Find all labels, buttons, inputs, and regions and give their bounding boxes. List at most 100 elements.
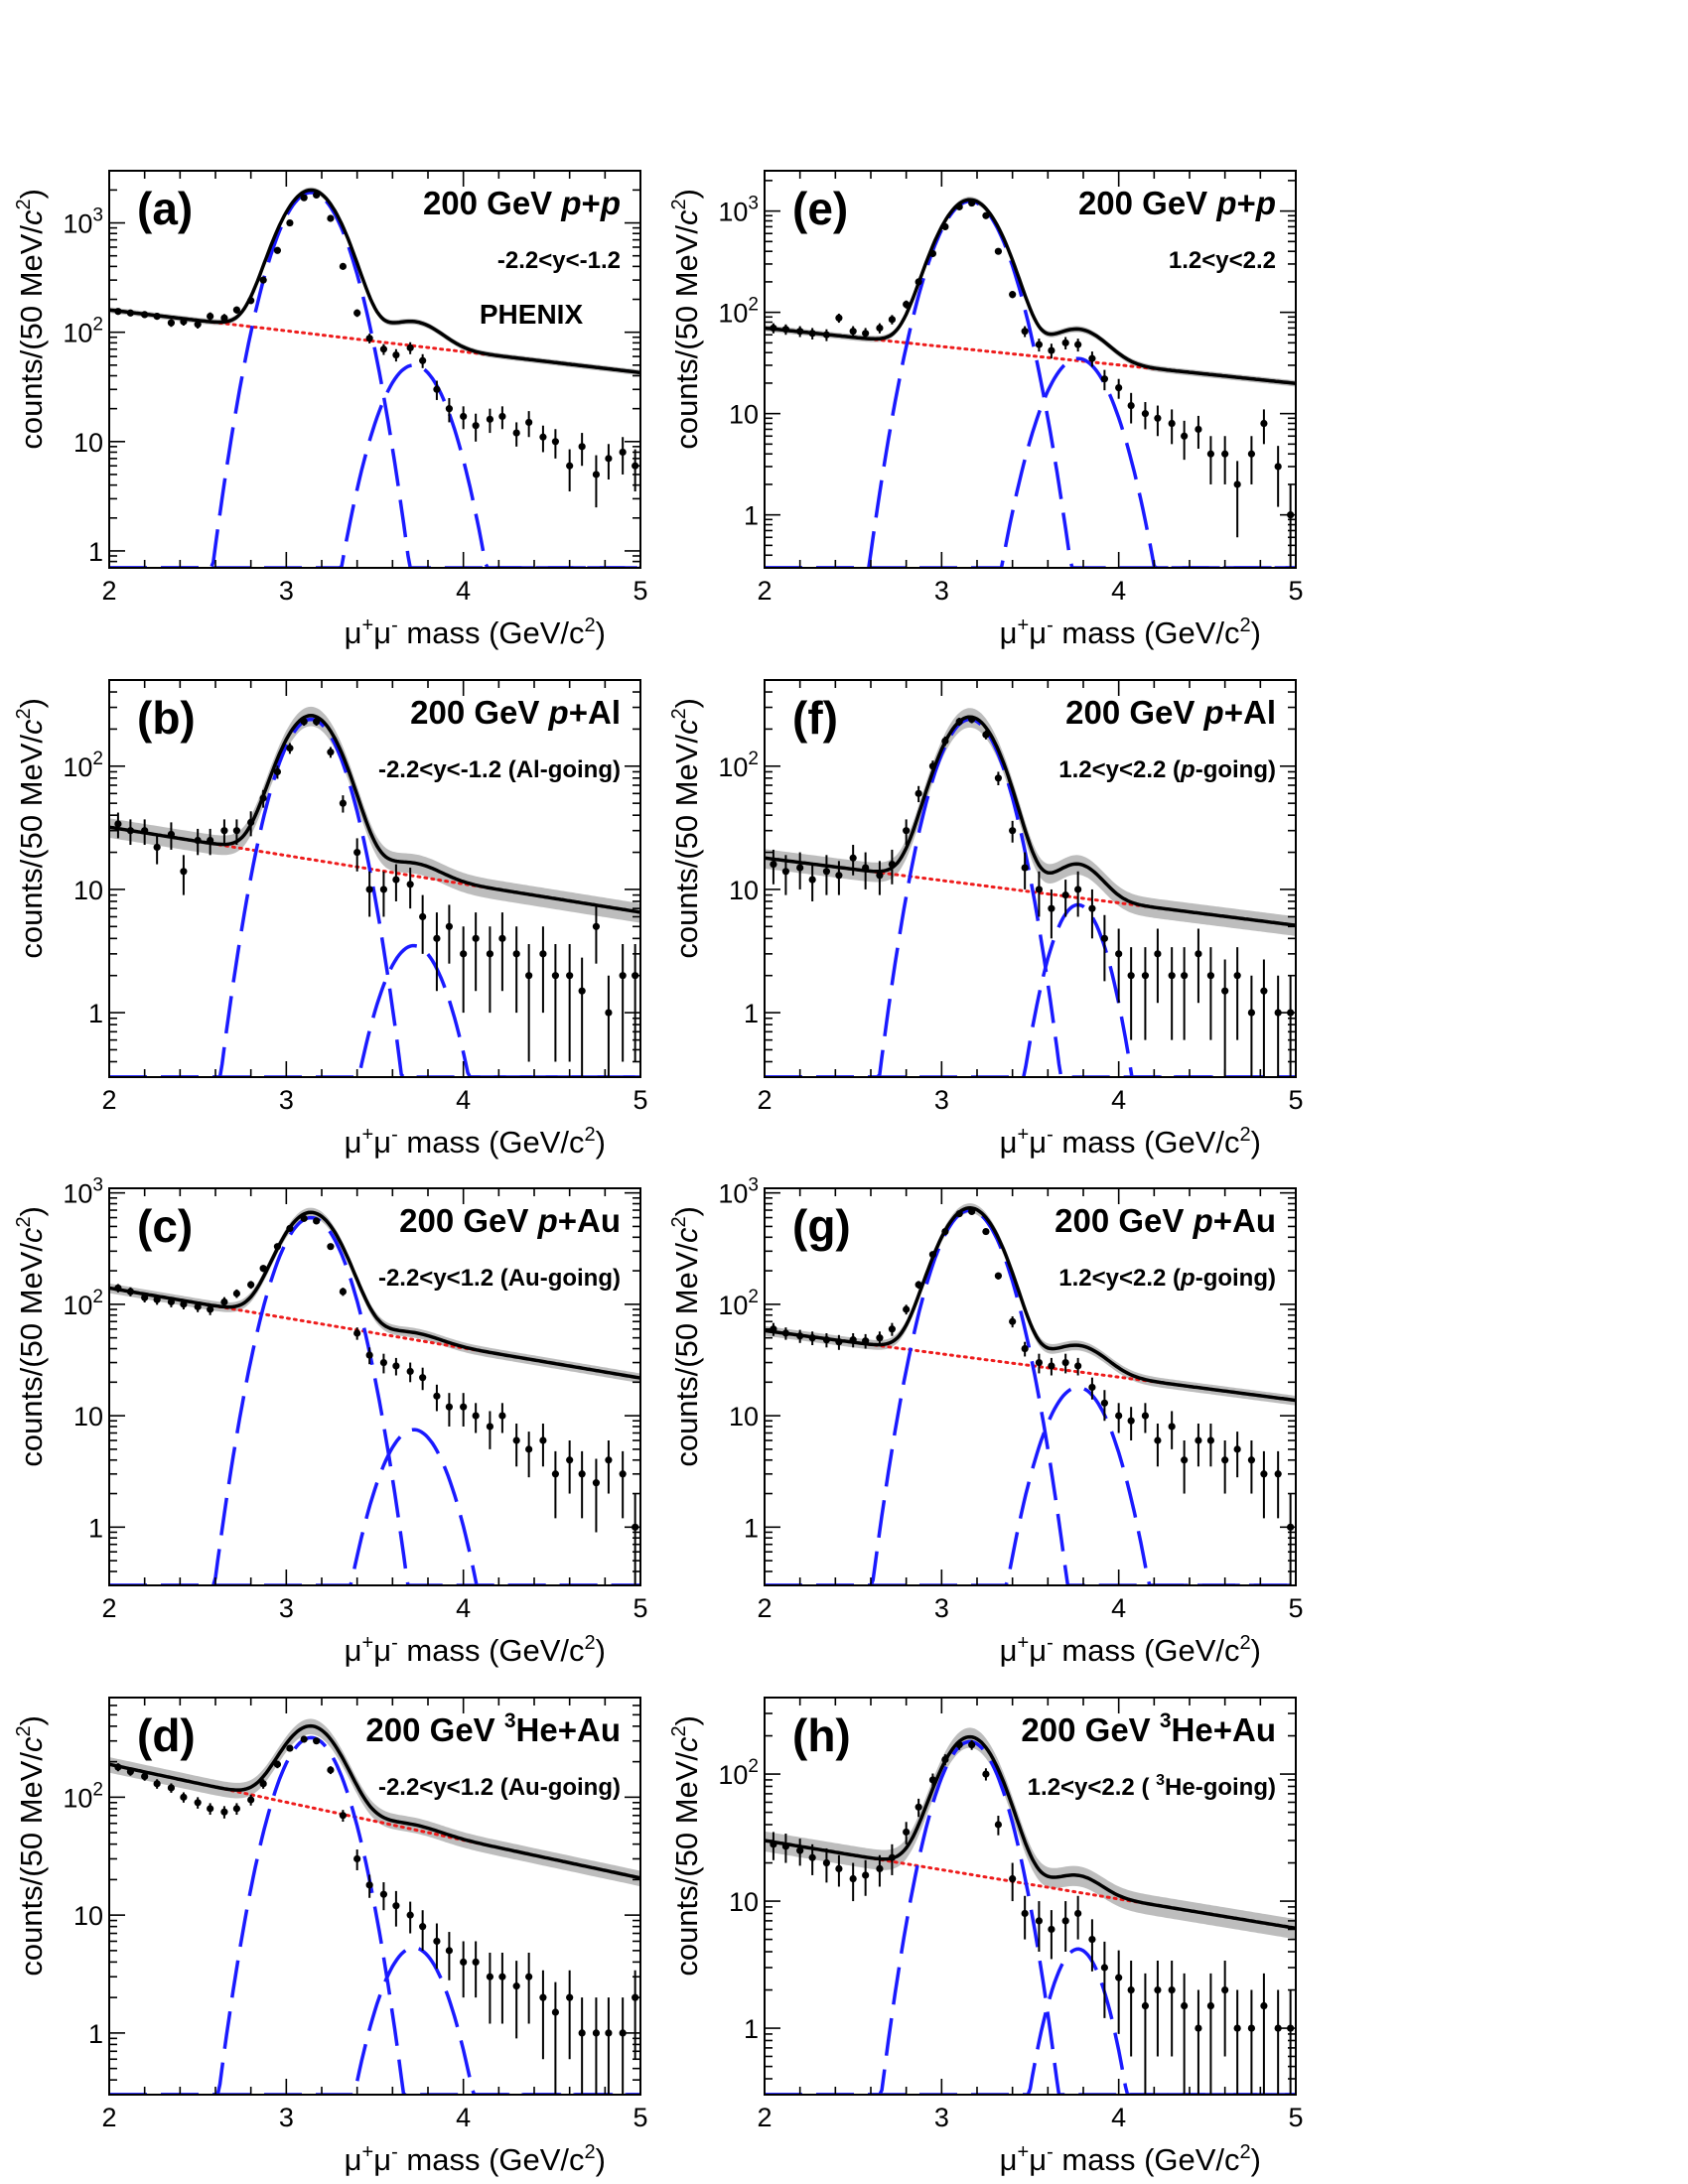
panel-label: (c) <box>137 1200 193 1252</box>
data-point <box>153 1780 161 1788</box>
data-point <box>1021 328 1029 336</box>
data-point <box>207 1305 214 1313</box>
data-point <box>781 326 790 334</box>
data-point <box>566 1456 574 1464</box>
data-point <box>339 262 347 270</box>
data-point <box>592 922 601 930</box>
data-point <box>770 860 777 869</box>
data-point <box>1195 1436 1202 1444</box>
x-tick-label: 5 <box>1288 1593 1303 1623</box>
data-point <box>1221 1985 1229 1994</box>
data-point <box>968 1207 976 1216</box>
data-point <box>1100 375 1108 383</box>
data-point <box>539 1993 547 2001</box>
panel-a: 2 3 4 5 1 10 102 103 μ+μ- mass (GeV/c2) counts/(5… <box>13 170 648 650</box>
data-point <box>445 1403 453 1411</box>
data-point <box>1195 950 1202 958</box>
panel-b: 2 3 4 5 1 10 102 μ+μ- mass (GeV/c2) counts/(50 M… <box>13 679 648 1160</box>
data-point <box>365 1881 373 1889</box>
x-tick-label: 2 <box>101 2103 116 2132</box>
data-point <box>888 316 897 324</box>
data-point <box>273 1243 282 1251</box>
plot-frame <box>108 1187 641 1586</box>
y-tick-label: 103 <box>718 194 759 227</box>
plot-frame <box>108 170 641 569</box>
data-point <box>141 1294 149 1301</box>
x-tick-label: 4 <box>456 2103 471 2132</box>
data-point <box>365 1351 373 1359</box>
data-point <box>605 1456 613 1464</box>
data-point <box>1035 1917 1044 1925</box>
x-tick-label: 2 <box>101 1593 116 1623</box>
plot-area-f <box>765 708 1296 1077</box>
data-point <box>1088 1383 1096 1392</box>
y-axis-title: counts/(50 MeV/c2) <box>668 698 704 959</box>
data-point <box>1181 432 1189 440</box>
data-point <box>1141 410 1150 418</box>
data-point <box>1009 1874 1017 1883</box>
data-point <box>126 1767 134 1776</box>
data-point <box>903 300 911 309</box>
data-point <box>1206 1436 1214 1444</box>
data-point <box>1035 886 1044 893</box>
data-point <box>1009 1317 1017 1325</box>
data-point <box>928 762 937 770</box>
psi2s-signal-curve <box>765 1947 1296 2095</box>
y-tick-label: 102 <box>63 1779 103 1813</box>
data-point <box>994 1821 1003 1829</box>
x-tick-label: 5 <box>1288 2103 1303 2132</box>
data-point <box>472 934 480 942</box>
y-tick-label: 1 <box>744 1513 759 1543</box>
data-point <box>1260 987 1268 995</box>
total-fit-curve <box>765 198 1296 385</box>
data-point <box>941 222 949 231</box>
data-point <box>1115 1412 1123 1420</box>
data-point <box>1274 1470 1282 1478</box>
data-point <box>460 412 468 421</box>
data-point <box>247 1796 255 1804</box>
data-point <box>525 1973 533 1980</box>
x-tick-label: 2 <box>101 576 116 606</box>
x-tick-label: 2 <box>757 1085 772 1115</box>
data-point <box>566 1993 574 2001</box>
panel-h: 2 3 4 5 1 10 102 μ+μ- mass (GeV/c2) counts/(50 M… <box>668 1697 1304 2177</box>
data-point <box>1100 934 1108 942</box>
data-point <box>808 1853 816 1861</box>
collision-system-label: 200 GeV p+Al <box>1065 694 1276 731</box>
data-point <box>592 2029 601 2037</box>
data-point <box>1221 1456 1229 1464</box>
data-point <box>460 950 468 958</box>
plot-frame <box>108 679 641 1078</box>
data-point <box>498 1412 506 1420</box>
y-axis-title: counts/(50 MeV/c2) <box>668 1206 704 1467</box>
data-point <box>433 934 441 942</box>
plot-frame <box>764 170 1297 569</box>
fit-uncertainty-band <box>109 706 640 923</box>
data-point <box>1221 450 1229 458</box>
y-tick-label: 1 <box>88 999 103 1028</box>
data-point <box>286 1744 294 1752</box>
data-point <box>1260 2001 1268 2010</box>
psi2s-signal-curve <box>109 1428 640 1585</box>
data-point <box>903 1305 911 1313</box>
y-axis-title: counts/(50 MeV/c2) <box>13 1715 49 1977</box>
data-point <box>808 1334 816 1342</box>
data-point <box>876 324 884 333</box>
data-point <box>207 1805 214 1813</box>
data-point <box>835 872 843 880</box>
data-point <box>1233 1445 1241 1453</box>
data-point <box>1260 419 1268 428</box>
data-point <box>486 415 494 423</box>
data-point <box>406 1367 414 1376</box>
data-point <box>167 830 176 839</box>
data-point <box>835 314 843 322</box>
data-point <box>379 1890 388 1898</box>
data-point <box>1061 891 1069 899</box>
data-point <box>914 1803 922 1811</box>
data-point <box>247 1281 255 1289</box>
data-point <box>220 1297 228 1306</box>
data-point <box>406 1911 414 1919</box>
y-axis-title: counts/(50 MeV/c2) <box>668 189 704 450</box>
data-point <box>1088 354 1096 362</box>
data-point <box>247 818 255 826</box>
